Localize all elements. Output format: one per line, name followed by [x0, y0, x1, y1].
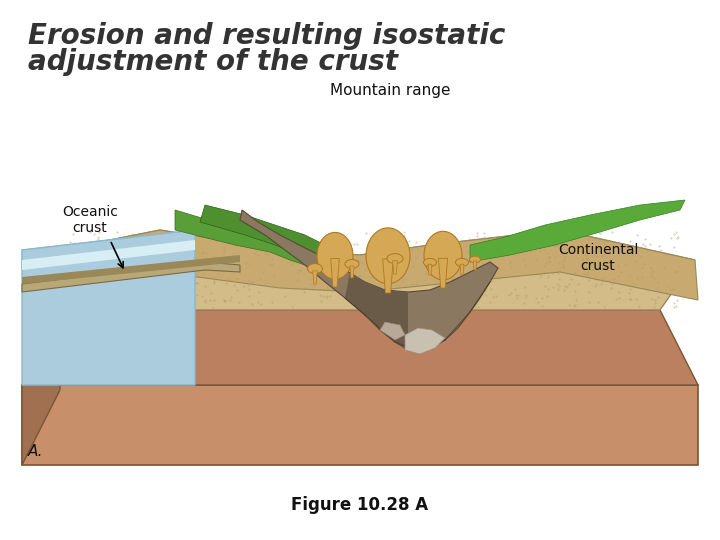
Polygon shape	[60, 230, 695, 310]
Polygon shape	[22, 240, 195, 270]
Text: Oceanic
crust: Oceanic crust	[62, 205, 118, 235]
Polygon shape	[22, 385, 698, 465]
Polygon shape	[405, 328, 445, 354]
Polygon shape	[22, 310, 60, 465]
Ellipse shape	[345, 260, 359, 268]
Ellipse shape	[423, 258, 436, 266]
Polygon shape	[392, 261, 397, 274]
Polygon shape	[460, 264, 464, 275]
Polygon shape	[240, 210, 498, 352]
Text: adjustment of the crust: adjustment of the crust	[28, 48, 398, 76]
Polygon shape	[470, 200, 685, 262]
Polygon shape	[330, 259, 339, 287]
Ellipse shape	[424, 231, 462, 280]
Polygon shape	[175, 210, 310, 265]
Polygon shape	[473, 261, 477, 270]
Polygon shape	[22, 262, 240, 292]
Polygon shape	[22, 230, 195, 385]
Polygon shape	[22, 310, 698, 385]
Polygon shape	[200, 205, 330, 260]
Text: Continental
crust: Continental crust	[558, 243, 638, 273]
Ellipse shape	[366, 228, 410, 284]
Text: Erosion and resulting isostatic: Erosion and resulting isostatic	[28, 22, 505, 50]
Ellipse shape	[469, 256, 480, 263]
Polygon shape	[383, 259, 393, 293]
Ellipse shape	[307, 264, 323, 274]
Polygon shape	[312, 271, 318, 284]
Text: Mountain range: Mountain range	[330, 83, 450, 98]
Polygon shape	[60, 230, 698, 300]
Ellipse shape	[387, 254, 403, 264]
Polygon shape	[380, 322, 405, 340]
Text: Figure 10.28 A: Figure 10.28 A	[292, 496, 428, 514]
Polygon shape	[22, 230, 195, 270]
Polygon shape	[438, 258, 448, 288]
Polygon shape	[428, 264, 432, 275]
Ellipse shape	[456, 258, 469, 266]
Polygon shape	[22, 255, 240, 284]
Polygon shape	[345, 272, 408, 350]
Ellipse shape	[317, 232, 353, 279]
Text: A.: A.	[28, 444, 43, 460]
Polygon shape	[350, 266, 354, 278]
